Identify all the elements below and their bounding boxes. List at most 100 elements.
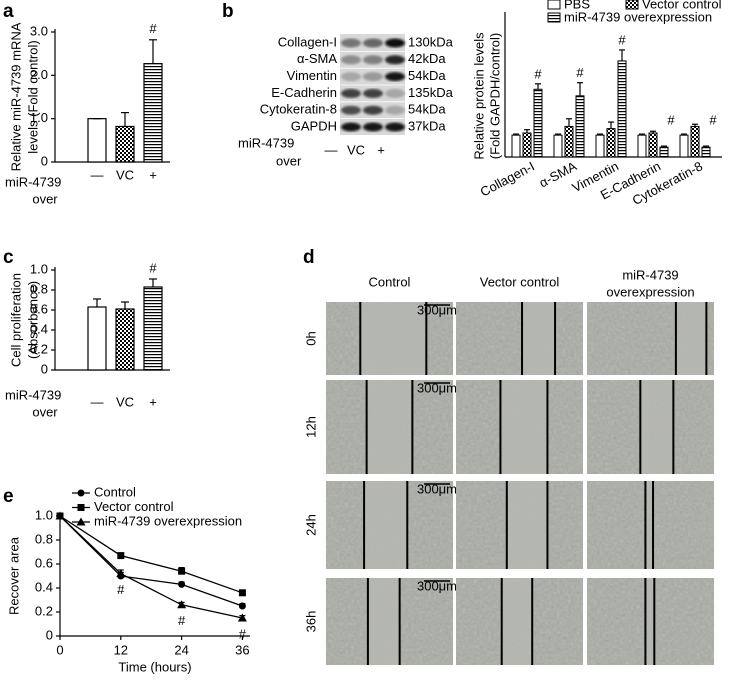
legend-swatch <box>625 0 639 10</box>
y-axis-label: (Absorbance) <box>25 281 40 359</box>
y-tick-label: 3.0 <box>30 23 48 38</box>
lane-row-label: miR-4739 <box>238 135 294 150</box>
annotation: # <box>618 32 626 47</box>
wound-gap <box>645 481 654 569</box>
marker <box>177 600 187 609</box>
x-tick-label: 36 <box>235 642 249 657</box>
bar <box>575 95 585 158</box>
blot-band <box>363 105 383 115</box>
wound-gap <box>522 302 556 375</box>
bar <box>522 132 532 158</box>
lane-label: VC <box>347 142 365 157</box>
micrograph-texture <box>456 302 583 375</box>
marker <box>238 589 246 597</box>
annotation: # <box>178 613 186 628</box>
blot-band <box>385 122 405 132</box>
bar <box>511 134 521 158</box>
x-axis-label: Time (hours) <box>118 659 191 674</box>
panel-label: d <box>303 247 315 268</box>
blot-band <box>363 88 383 98</box>
bar <box>553 134 563 158</box>
annotation: # <box>709 113 717 128</box>
annotation: # <box>667 113 675 128</box>
marker <box>238 602 246 610</box>
blot-background <box>340 34 405 135</box>
annotation: # <box>576 65 584 80</box>
row-label: 0h <box>303 331 318 345</box>
line <box>59 515 243 607</box>
annotation: # <box>534 66 542 81</box>
blot-band <box>363 55 383 65</box>
column-label: Control <box>369 274 411 289</box>
y-axis-label: Relative miR-4739 mRNA <box>8 22 23 171</box>
wound-gap <box>366 380 413 474</box>
x-row-label: miR-4739 <box>5 387 61 402</box>
y-tick-label: 0.6 <box>30 301 48 316</box>
panel-label: c <box>3 247 14 268</box>
scale-bar-label: 300μm <box>417 380 457 395</box>
marker <box>116 569 126 578</box>
blot-band <box>341 88 361 98</box>
x-tick-label: — <box>91 167 104 182</box>
y-tick-label: 0 <box>41 153 48 168</box>
protein-size: 54kDa <box>408 102 446 117</box>
bar <box>143 63 163 163</box>
protein-size: 130kDa <box>408 34 454 49</box>
legend-label: Control <box>94 484 136 499</box>
y-tick-label: 1.0 <box>35 507 53 522</box>
y-tick-label: 0.6 <box>35 555 53 570</box>
protein-size: 135kDa <box>408 85 454 100</box>
blot-band <box>363 38 383 48</box>
marker <box>77 489 85 497</box>
x-tick-label: 0 <box>56 642 63 657</box>
panel-label: e <box>3 486 14 507</box>
blot-band <box>385 72 405 82</box>
marker <box>77 504 85 511</box>
x-tick-label: Collagen-I <box>478 158 537 199</box>
y-tick-label: 0.4 <box>30 321 48 336</box>
blot-band <box>363 122 383 132</box>
scale-bar-label: 300μm <box>417 302 457 317</box>
wound-gap <box>367 578 400 665</box>
bar <box>617 60 627 158</box>
panel-label: a <box>3 1 14 22</box>
x-row-label: miR-4739 <box>5 174 61 189</box>
bar <box>648 132 658 158</box>
wound-gap <box>506 481 548 569</box>
marker <box>237 613 247 622</box>
bar <box>595 134 605 158</box>
bar <box>87 118 107 163</box>
annotation: # <box>239 626 247 641</box>
y-axis-label: Recover area <box>6 536 21 615</box>
row-label: 36h <box>303 611 318 633</box>
legend-label: Vector control <box>94 499 174 514</box>
blot-band <box>385 38 405 48</box>
legend-label: miR-4739 overexpression <box>564 9 712 24</box>
column-label: Vector control <box>480 274 560 289</box>
marker <box>178 567 186 575</box>
wound-gap <box>360 302 427 375</box>
y-axis-label: Relative protein levels <box>471 32 486 160</box>
blot-band <box>341 55 361 65</box>
legend-label: miR-4739 overexpression <box>94 513 242 528</box>
y-tick-label: 2.0 <box>30 67 48 82</box>
y-tick-label: 0.8 <box>30 281 48 296</box>
x-tick-label: 12 <box>114 642 128 657</box>
scale-bar-label: 300μm <box>417 481 457 496</box>
y-tick-label: 0.2 <box>35 603 53 618</box>
y-tick-label: 0 <box>46 627 53 642</box>
protein-size: 42kDa <box>408 51 446 66</box>
wound-gap <box>364 481 408 569</box>
bar <box>564 125 574 158</box>
x-row-label: over <box>32 191 58 206</box>
row-label: 12h <box>303 416 318 438</box>
blot-band <box>385 55 405 65</box>
protein-label: Cytokeratin-8 <box>260 102 337 117</box>
y-axis-label: (Fold GAPDH/control) <box>487 33 502 159</box>
line <box>59 515 243 594</box>
blot-band <box>363 72 383 82</box>
x-tick-label: + <box>149 167 157 182</box>
y-tick-label: 0.4 <box>35 579 53 594</box>
x-tick-label: — <box>91 394 104 409</box>
